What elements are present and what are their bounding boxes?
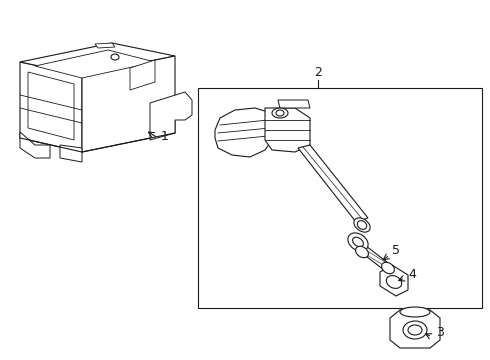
Ellipse shape (348, 233, 368, 251)
Polygon shape (150, 92, 192, 140)
Polygon shape (278, 100, 310, 108)
Polygon shape (265, 108, 310, 152)
Polygon shape (215, 108, 275, 157)
Ellipse shape (382, 262, 394, 274)
Polygon shape (60, 145, 82, 162)
Text: 4: 4 (408, 267, 416, 280)
Ellipse shape (408, 325, 422, 335)
Polygon shape (20, 43, 175, 75)
Text: 1: 1 (161, 130, 169, 143)
Ellipse shape (354, 218, 370, 232)
Polygon shape (95, 43, 115, 48)
Ellipse shape (356, 246, 368, 258)
Ellipse shape (272, 108, 288, 118)
Bar (198, 88, 482, 308)
Polygon shape (20, 62, 82, 152)
Ellipse shape (357, 221, 367, 229)
Text: 5: 5 (392, 243, 400, 256)
Polygon shape (20, 132, 50, 158)
Ellipse shape (276, 110, 284, 116)
Ellipse shape (111, 54, 119, 60)
Polygon shape (380, 265, 408, 296)
Polygon shape (35, 50, 155, 78)
Text: 2: 2 (314, 66, 322, 78)
Polygon shape (28, 72, 74, 140)
Ellipse shape (386, 276, 402, 288)
Ellipse shape (353, 237, 364, 247)
Ellipse shape (400, 307, 430, 317)
Polygon shape (390, 310, 440, 348)
Polygon shape (130, 60, 155, 90)
Ellipse shape (403, 321, 427, 339)
Polygon shape (82, 56, 175, 152)
Polygon shape (298, 145, 368, 222)
Polygon shape (358, 246, 392, 270)
Text: 3: 3 (436, 327, 444, 339)
